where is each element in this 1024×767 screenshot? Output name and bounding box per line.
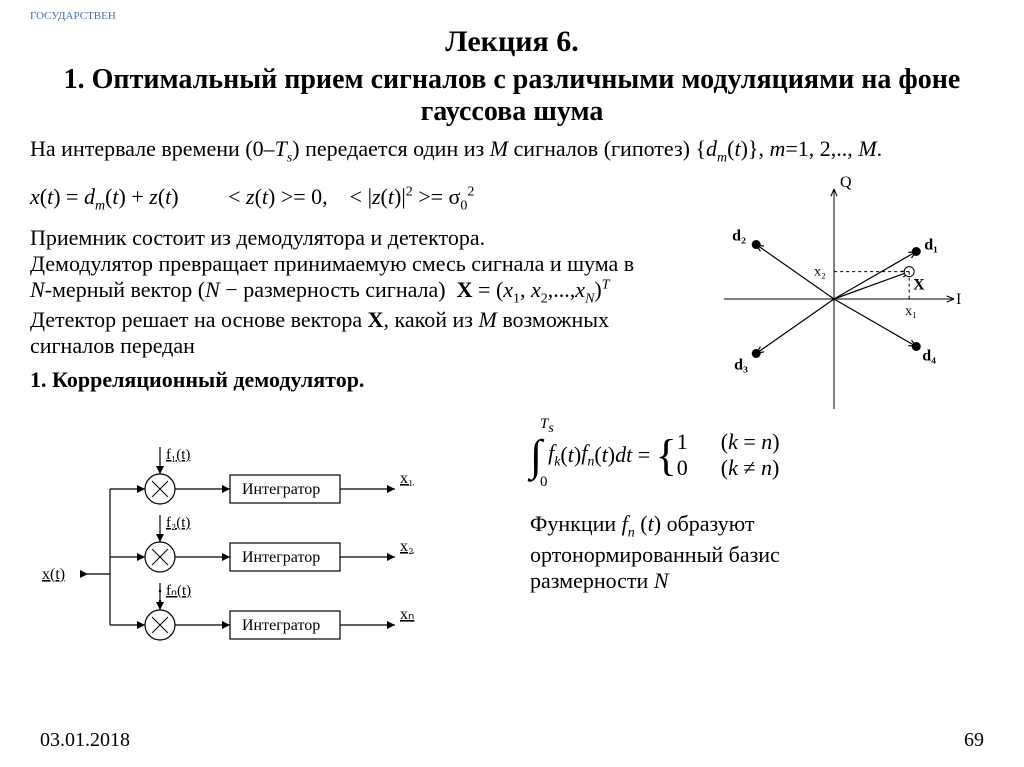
svg-text:I: I [956,291,961,308]
formula-signal-model: x(t) = dm(t) + z(t) < z(t) >= 0, < |z(t)… [30,184,694,214]
svg-text:Интегратор: Интегратор [242,617,320,634]
svg-text:X: X [913,277,925,294]
constellation-diagram: I Qd₁ d₂ d₃ d₄ Xx₁ x₂ [694,174,974,424]
basis-text: Функции fn (t) образуют ортонормированны… [530,511,994,593]
svg-text:d₄: d₄ [922,348,936,365]
svg-text:d₂: d₂ [732,228,746,245]
lecture-title: 1. Оптимальный прием сигналов с различны… [30,64,994,128]
svg-text:x(t): x(t) [42,566,65,583]
svg-text:x₁: x₁ [400,470,414,487]
logo-watermark: ГОСУДАРСТВЕН [30,10,116,22]
subsection-title: 1. Корреляционный демодулятор. [30,367,694,393]
svg-text:x₁: x₁ [905,304,917,319]
lecture-number: Лекция 6. [30,25,994,59]
footer-page: 69 [964,729,984,752]
svg-text:xₙ: xₙ [400,606,414,623]
svg-text:x₂: x₂ [814,265,826,280]
svg-text:d₁: d₁ [924,237,938,254]
intro-text: На интервале времени (0–Ts) передается о… [30,136,994,166]
footer-date: 03.01.2018 [40,729,130,752]
svg-text:Интегратор: Интегратор [242,481,320,498]
svg-text:fₙ(t): fₙ(t) [166,583,191,599]
svg-text:f₂(t): f₂(t) [166,515,190,531]
svg-text:d₃: d₃ [734,357,748,374]
orthogonality-integral: Ts ∫ 0 fk(t)fn(t)dt = { 1 (k = n) 0 (k ≠… [530,429,994,481]
correlator-block-diagram: x(t) f₁(t) Интегратор x₁ f₂(t) Интегратор x₂ fₙ… [30,429,470,699]
svg-text:Интегратор: Интегратор [242,549,320,566]
receiver-description: Приемник состоит из демодулятора и детек… [30,225,694,359]
svg-text:Q: Q [840,174,852,191]
svg-text:f₁(t): f₁(t) [166,447,190,463]
svg-text:x₂: x₂ [400,538,414,555]
